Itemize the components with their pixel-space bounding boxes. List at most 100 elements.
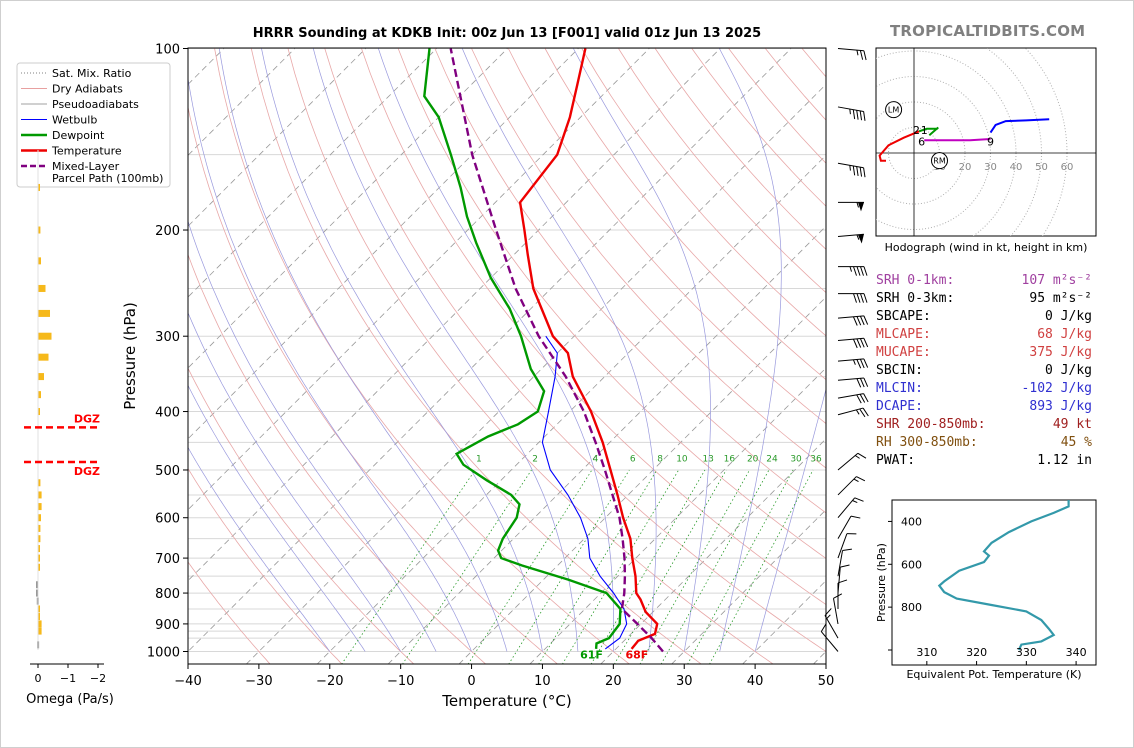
legend-label: Dewpoint (52, 129, 105, 142)
y-tick-label: 1000 (147, 646, 180, 661)
barb-full (863, 50, 867, 61)
dry-adiabat (508, 48, 826, 425)
mixing-ratio-line (590, 469, 706, 664)
barb-full (856, 293, 861, 303)
stat-label: SRH 0-3km: (876, 291, 955, 306)
omega-bar (38, 373, 44, 381)
surface-temperature-label: 68F (626, 649, 649, 662)
barb-full (859, 167, 863, 177)
barb-full (853, 293, 857, 303)
barb-full (852, 338, 858, 349)
storm-motion-label: RM (933, 157, 946, 166)
stat-label: MUCAPE: (876, 345, 931, 360)
isotherm (188, 48, 366, 227)
x-axis-label: Temperature (°C) (441, 692, 571, 710)
omega-tick-label: −2 (90, 672, 106, 685)
hodograph-trace (918, 126, 939, 136)
barb-full (862, 407, 869, 417)
temperature-line (518, 48, 659, 650)
barb-full (837, 579, 848, 584)
mixing-ratio-line (402, 469, 532, 664)
barb-full (859, 315, 865, 326)
dry-adiabat (581, 48, 826, 337)
isotherm (188, 48, 792, 653)
barb-full (840, 564, 850, 568)
wind-barb (820, 623, 839, 652)
barb-half (852, 500, 858, 504)
dry-adiabat (188, 367, 415, 664)
barb-shaft (837, 48, 864, 52)
barb-full (859, 110, 863, 121)
barb-shaft (837, 407, 864, 416)
mixing-ratio-label: 24 (766, 455, 778, 465)
mixing-ratio-label: 6 (630, 455, 636, 465)
dry-adiabat (188, 561, 271, 664)
x-tick-label: −20 (316, 674, 343, 689)
wind-barb (824, 608, 839, 639)
barb-half (854, 455, 860, 459)
dry-adiabat (250, 48, 702, 664)
stat-label: MLCIN: (876, 381, 923, 396)
theta-e-x-tick-label: 310 (916, 646, 937, 659)
storm-motion-marker (885, 101, 903, 119)
barb-half (849, 108, 851, 115)
stat-label: RH 300-850mb: (876, 435, 978, 450)
barb-full (856, 266, 861, 276)
barb-half (853, 478, 859, 482)
barb-shaft (837, 162, 864, 169)
legend-box (16, 62, 171, 188)
isotherm (188, 48, 508, 369)
y-tick-label: 400 (155, 406, 180, 421)
hodograph-height-label: 6 (918, 136, 925, 149)
moist-adiabat (378, 48, 614, 652)
mixing-ratio-line (639, 469, 750, 664)
stat-row: SBCAPE: 0 J/kg (876, 308, 1096, 326)
stat-row: SHR 200-850mb: 49 kt (876, 416, 1096, 434)
barb-full (860, 266, 864, 276)
barb-full (833, 593, 843, 599)
barb-shaft (820, 631, 839, 652)
theta-e-y-tick-label: 400 (901, 515, 922, 528)
omega-bar (38, 535, 41, 543)
barb-shaft (837, 337, 864, 342)
stat-row: SBCIN: 0 J/kg (876, 362, 1096, 380)
stat-value: 0 J/kg (1045, 363, 1092, 378)
stat-row: DCAPE: 893 J/kg (876, 398, 1096, 416)
stat-value: 375 J/kg (1029, 345, 1092, 360)
barb-full (863, 315, 869, 325)
y-axis-label: Pressure (hPa) (121, 302, 139, 410)
wind-barb (837, 48, 867, 61)
mixing-ratio-line (687, 469, 794, 664)
stat-label: DCAPE: (876, 399, 923, 414)
site-brand: TROPICALTIDBITS.COM (890, 22, 1086, 40)
barb-full (863, 111, 866, 121)
x-tick-label: −10 (387, 674, 414, 689)
moist-adiabat (188, 384, 366, 652)
barb-shaft (837, 315, 864, 319)
mixing-ratio-label: 8 (657, 455, 663, 465)
wind-barb (837, 106, 866, 121)
moist-adiabat (261, 48, 543, 652)
barb-full (850, 515, 861, 519)
mixing-ratio-label: 10 (676, 455, 688, 465)
wind-barb (837, 315, 869, 326)
barb-full (852, 316, 858, 326)
mixing-ratio-label: 13 (702, 455, 713, 465)
wind-barb (837, 452, 867, 471)
barb-shaft (837, 106, 864, 112)
hodograph-trace (924, 138, 991, 142)
omega-bar (36, 581, 39, 589)
stat-value: 107 m²s⁻² (1021, 273, 1092, 288)
stat-value: 95 m²s⁻² (1029, 291, 1092, 306)
barb-full (824, 608, 832, 616)
x-tick-label: 40 (747, 674, 764, 689)
dgz-label: DGZ (74, 465, 100, 478)
stat-value: 49 kt (1052, 417, 1092, 432)
wind-barb (837, 533, 857, 559)
parcel-path-line (449, 48, 664, 653)
omega-bar (38, 183, 40, 191)
dewpoint-line (423, 48, 622, 649)
barb-half (855, 409, 860, 415)
wind-barb (837, 564, 850, 594)
theta-e-x-tick-label: 340 (1066, 646, 1087, 659)
